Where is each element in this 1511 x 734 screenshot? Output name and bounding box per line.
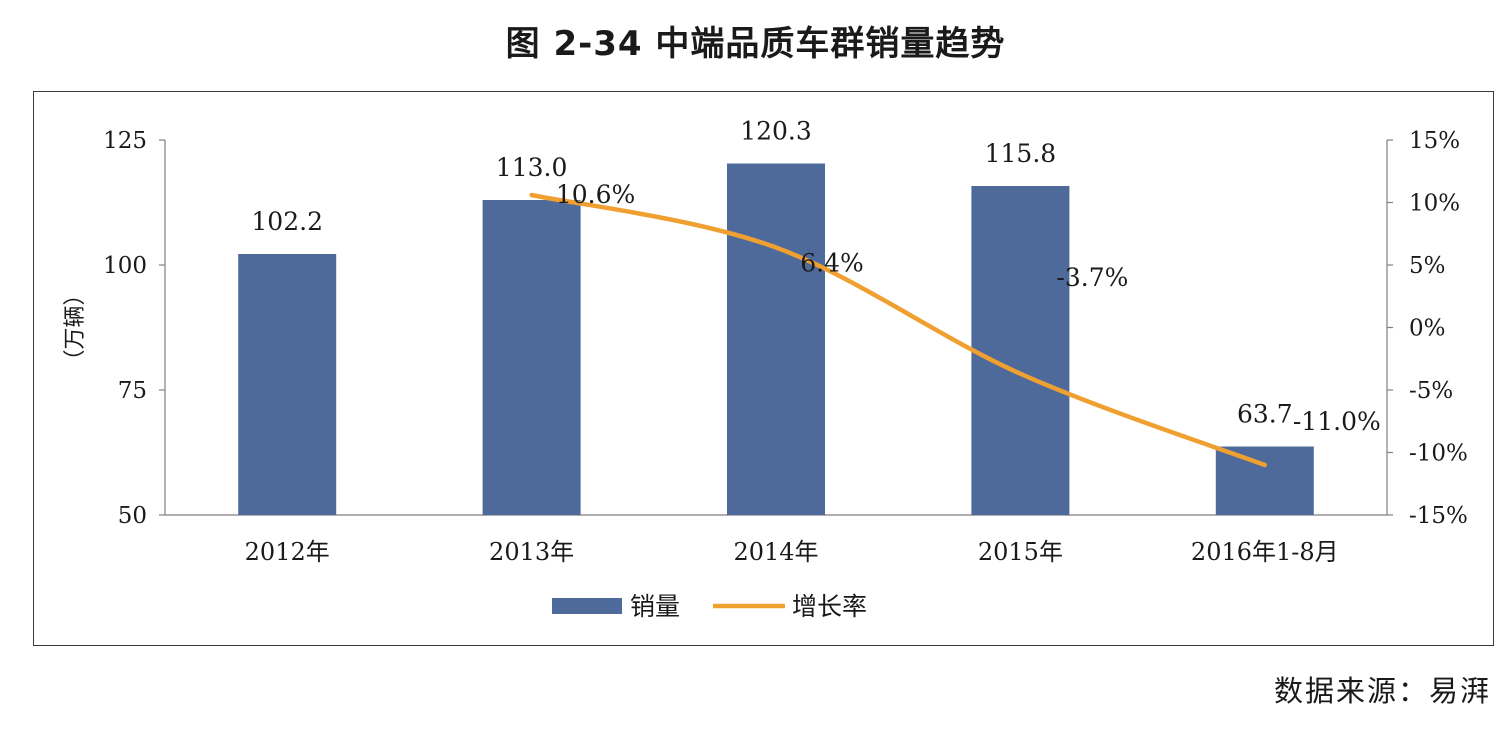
right-tick-label: 15%	[1409, 128, 1460, 154]
right-tick-label: 10%	[1409, 191, 1460, 217]
growth-rate-line	[529, 192, 1268, 468]
data-labels: 102.2 113.0 120.3 115.8 63.7 10.6% 6.4% -3.7% -1…	[251, 117, 1380, 437]
left-tick-label: 100	[103, 253, 147, 279]
line-value-label: -3.7%	[1056, 263, 1128, 292]
left-tick-label: 75	[118, 378, 147, 404]
right-tick-label: 0%	[1409, 316, 1446, 342]
x-tick-label: 2012年	[245, 538, 330, 566]
right-tick-label: -15%	[1409, 503, 1468, 529]
x-tick-label: 2016年1-8月	[1191, 538, 1339, 566]
legend-line-label: 增长率	[792, 592, 867, 621]
right-tick-label: -10%	[1409, 441, 1468, 467]
bar-value-label: 102.2	[251, 207, 323, 236]
y-axis-label: （万辆）	[63, 283, 88, 371]
chart-frame	[33, 91, 1494, 646]
bar	[238, 254, 337, 515]
bar	[971, 186, 1070, 515]
bar-value-label: 113.0	[496, 153, 568, 182]
legend-bar-label: 销量	[630, 592, 680, 621]
line-value-label: 10.6%	[556, 180, 635, 209]
left-tick-label: 125	[103, 128, 147, 154]
line-value-label: -11.0%	[1293, 407, 1381, 436]
bar	[727, 163, 825, 515]
line-value-label: 6.4%	[800, 249, 864, 278]
bar	[1215, 446, 1314, 515]
data-source-note: 数据来源：易湃	[1273, 674, 1491, 708]
right-tick-label: -5%	[1409, 378, 1453, 404]
bar	[482, 200, 581, 515]
bar-value-label: 115.8	[985, 139, 1057, 168]
legend-bar-swatch	[552, 598, 622, 614]
bar-value-label: 63.7	[1237, 400, 1293, 429]
chart-legend: 销量 增长率	[552, 592, 867, 621]
bar-value-label: 120.3	[740, 117, 812, 146]
left-tick-label: 50	[118, 503, 147, 529]
x-tick-label: 2015年	[978, 538, 1063, 566]
right-tick-label: 5%	[1409, 253, 1446, 279]
chart-title: 图 2-34 中端品质车群销量趋势	[505, 24, 1006, 64]
x-tick-label: 2013年	[489, 538, 574, 566]
x-tick-label: 2014年	[733, 538, 818, 566]
chart-axes: 50 75 100 125 -15% -10% -5% 0% 5% 10% 15% （万辆） 2012年…	[63, 128, 1468, 566]
line-series	[529, 192, 1268, 468]
bar-series	[238, 163, 1314, 515]
